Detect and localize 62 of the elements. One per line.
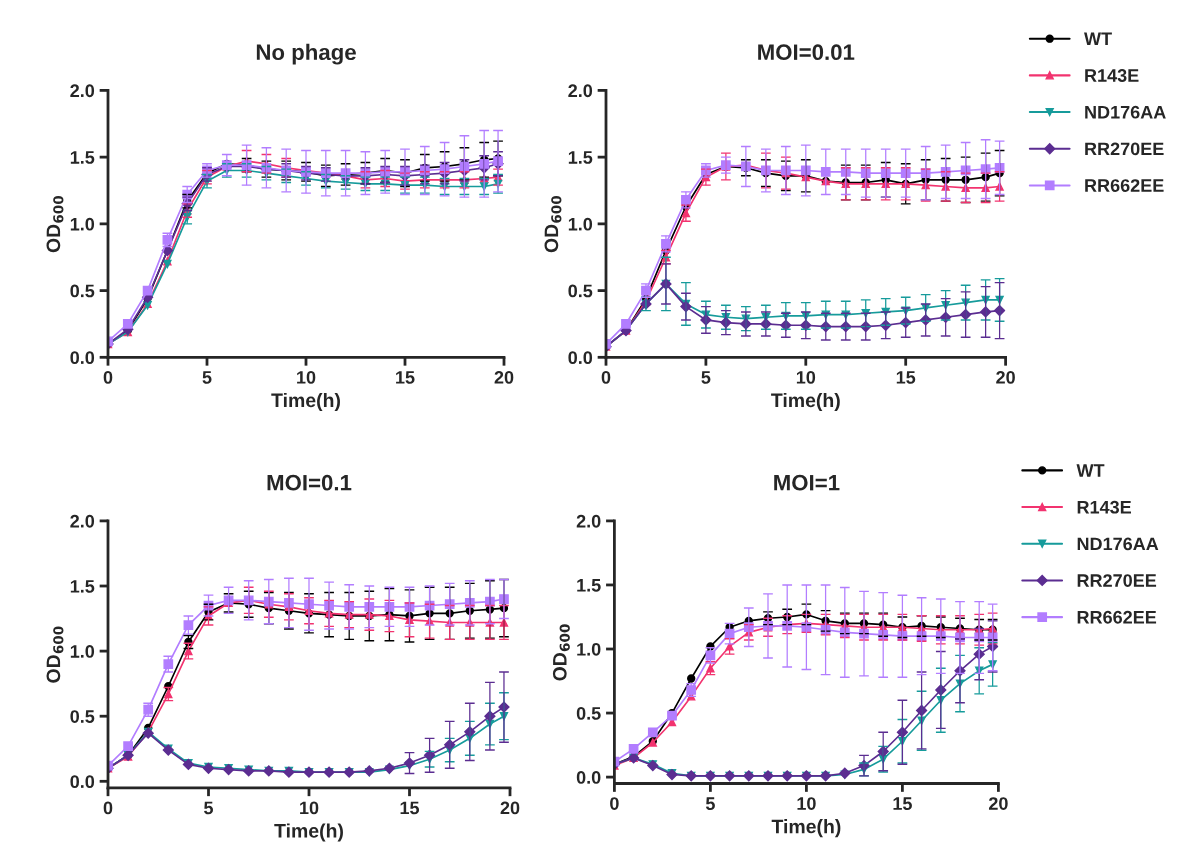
y-tick-label: 1.0 (577, 642, 601, 656)
legend-label: R143E (1085, 69, 1139, 82)
x-tick-label: 0 (610, 797, 619, 810)
legend-label: R143E (1077, 500, 1131, 514)
y-tick-label: 0.5 (70, 284, 95, 298)
x-tick-label: 20 (500, 801, 520, 815)
chart-title: MOI=0.01 (758, 44, 855, 61)
legend-label: WT (1076, 464, 1105, 477)
y-tick-label: 1.5 (70, 580, 95, 593)
x-tick-label: 5 (701, 371, 711, 384)
x-tick-label: 15 (893, 797, 912, 810)
legend-label: ND176AA (1085, 105, 1166, 119)
x-tick-label: 0 (601, 370, 611, 384)
y-tick-label: 1.5 (577, 579, 601, 592)
x-tick-label: 5 (705, 797, 715, 810)
y-tick-label: 1.0 (568, 217, 593, 231)
y-axis-title: OD$_{600}$ (46, 195, 64, 253)
chart-title: MOI=0.1 (267, 474, 352, 491)
y-tick-label: 1.5 (568, 151, 593, 164)
y-tick-label: 0.5 (568, 284, 593, 298)
y-tick-label: 2.0 (70, 514, 95, 528)
x-tick-label: 10 (797, 797, 816, 810)
legend-label: RR270EE (1077, 574, 1157, 587)
x-axis-title: Time(h) (771, 819, 841, 838)
x-tick-label: 5 (202, 371, 212, 384)
y-axis-title: OD$_{600}$ (544, 195, 562, 253)
y-tick-label: 2.0 (70, 84, 95, 98)
y-axis-title: OD$_{600}$ (552, 624, 570, 681)
y-tick-label: 0.0 (70, 775, 95, 789)
x-tick-label: 10 (297, 370, 316, 384)
y-tick-label: 1.5 (70, 151, 95, 164)
chart-title: No phage (256, 43, 356, 65)
y-tick-label: 0.0 (568, 351, 593, 365)
x-tick-label: 15 (896, 371, 916, 384)
x-tick-label: 15 (400, 801, 420, 815)
x-tick-label: 20 (988, 797, 1008, 810)
x-tick-label: 15 (396, 371, 415, 384)
x-axis-title: Time(h) (771, 392, 840, 412)
x-tick-label: 20 (996, 370, 1015, 384)
y-tick-label: 0.5 (70, 710, 95, 723)
x-tick-label: 20 (494, 370, 514, 384)
y-tick-label: 2.0 (568, 84, 593, 98)
x-tick-label: 10 (796, 370, 816, 384)
y-tick-label: 0.0 (576, 771, 601, 784)
x-axis-title: Time(h) (274, 823, 343, 842)
y-tick-label: 1.0 (70, 645, 95, 658)
y-tick-label: 2.0 (576, 514, 601, 528)
x-axis-title: Time(h) (271, 392, 340, 412)
legend-label: RR662EE (1085, 179, 1164, 192)
chart-title: MOI=1 (774, 474, 840, 491)
x-tick-label: 0 (103, 801, 113, 815)
legend-label: RR270EE (1085, 142, 1164, 156)
legend-label: RR662EE (1077, 610, 1157, 624)
x-tick-label: 10 (300, 801, 319, 815)
legend-label: ND176AA (1077, 537, 1159, 551)
y-axis-title: OD$_{600}$ (46, 626, 64, 683)
legend-label: WT (1084, 32, 1112, 45)
y-tick-label: 1.0 (70, 217, 95, 231)
x-tick-label: 0 (103, 370, 113, 384)
y-tick-label: 0.5 (576, 706, 601, 720)
y-tick-label: 0.0 (70, 351, 95, 365)
x-tick-label: 5 (204, 801, 214, 815)
